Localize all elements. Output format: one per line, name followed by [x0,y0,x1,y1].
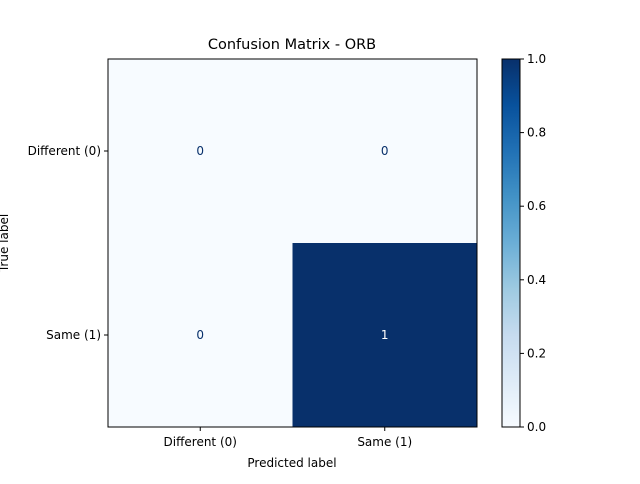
plot-frame [107,58,478,428]
cell-value-0-0: 0 [196,144,204,158]
cell-value-1-1: 1 [381,328,389,342]
heatmap-cell-1-1 [292,243,477,427]
cell-value-0-1: 0 [381,144,389,158]
y-axis-label: True label [0,214,11,273]
chart-title: Confusion Matrix - ORB [208,37,376,53]
heatmap-cells: 0 0 0 1 [108,59,477,427]
colorbar-tick-label: 0.6 [527,199,546,213]
x-tick-label: Different (0) [164,435,237,449]
colorbar-tick-label: 0.4 [527,273,546,287]
cell-value-1-0: 0 [196,328,204,342]
x-axis: Different (0) Same (1) [164,427,412,449]
colorbar-axis: 0.0 0.2 0.4 0.6 0.8 1.0 [520,52,546,434]
heatmap-cell-0-0 [108,59,293,243]
colorbar-tick-label: 1.0 [527,52,546,66]
colorbar-tick-label: 0.0 [527,420,546,434]
colorbar-gradient [501,58,521,428]
x-tick-label: Same (1) [357,435,412,449]
y-axis: Different (0) Same (1) [28,144,108,342]
heatmap-cell-0-1 [292,59,477,243]
y-tick-label: Same (1) [46,328,101,342]
heatmap-cell-1-0 [108,243,293,427]
x-axis-label: Predicted label [247,456,336,470]
y-tick-label: Different (0) [28,144,101,158]
colorbar-tick-label: 0.8 [527,126,546,140]
colorbar-tick-label: 0.2 [527,346,546,360]
